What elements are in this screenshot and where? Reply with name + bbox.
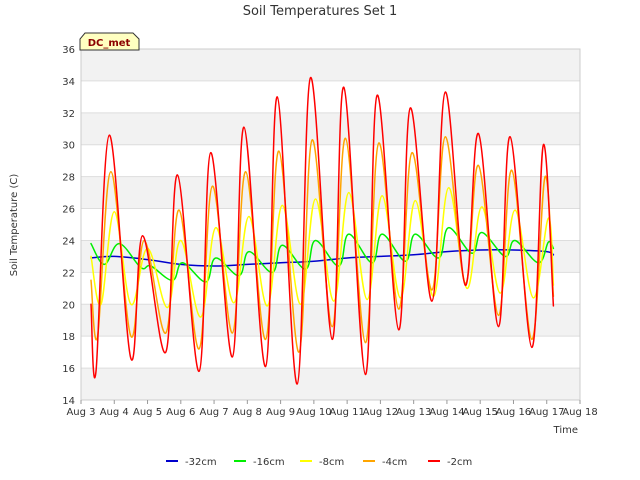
x-tick-label: Aug 17 xyxy=(529,407,564,418)
x-tick-label: Aug 9 xyxy=(266,407,295,418)
x-tick-label: Aug 14 xyxy=(429,407,464,418)
legend-label: -8cm xyxy=(319,457,344,468)
series-lines xyxy=(90,76,555,385)
y-tick-label: 18 xyxy=(62,332,75,343)
legend-label: -32cm xyxy=(185,457,217,468)
y-tick-label: 26 xyxy=(62,205,75,216)
x-tick-label: Aug 13 xyxy=(396,407,431,418)
legend-item: -16cm xyxy=(234,457,285,468)
x-axis-label: Time xyxy=(553,425,578,436)
x-tick-label: Aug 3 xyxy=(66,407,95,418)
grid-band xyxy=(81,240,580,273)
x-axis-ticks: Aug 3 Aug 4 Aug 5 Aug 6 Aug 7 Aug 8 Aug 9 Aug 1… xyxy=(66,400,598,418)
badge-shape xyxy=(79,32,140,51)
legend-item: -2cm xyxy=(428,457,472,468)
legend: -32cm -16cm -8cm -4cm -2cm xyxy=(166,457,472,468)
x-tick-label: Aug 7 xyxy=(200,407,229,418)
legend-item: -32cm xyxy=(166,457,217,468)
plot-background-bands xyxy=(81,49,580,400)
plot-frame xyxy=(80,48,581,401)
badge-label: DC_met xyxy=(88,38,131,49)
x-tick-label: Aug 16 xyxy=(496,407,531,418)
grid-band xyxy=(81,112,580,145)
dc-met-badge: DC_met xyxy=(79,32,140,51)
x-tick-label: Aug 11 xyxy=(329,407,364,418)
x-tick-label: Aug 10 xyxy=(296,407,331,418)
y-tick-label: 22 xyxy=(62,268,75,279)
y-tick-label: 14 xyxy=(62,396,75,407)
y-axis-ticks: 14 16 18 20 22 24 26 28 30 32 34 36 xyxy=(62,45,75,407)
grid-band xyxy=(81,336,580,369)
grid-band xyxy=(81,368,580,400)
y-tick-label: 30 xyxy=(62,141,75,152)
legend-label: -2cm xyxy=(447,457,472,468)
grid-band xyxy=(81,144,580,177)
y-tick-label: 20 xyxy=(62,300,75,311)
x-tick-label: Aug 15 xyxy=(462,407,497,418)
series-line-8cm xyxy=(90,187,555,318)
y-tick-label: 36 xyxy=(62,45,75,56)
x-tick-label: Aug 5 xyxy=(133,407,162,418)
y-axis-label: Soil Temperature (C) xyxy=(9,174,20,277)
y-tick-label: 24 xyxy=(62,236,75,247)
grid-band xyxy=(81,176,580,209)
grid-band xyxy=(81,272,580,305)
y-tick-label: 28 xyxy=(62,173,75,184)
x-tick-label: Aug 6 xyxy=(166,407,195,418)
y-tick-label: 16 xyxy=(62,364,75,375)
x-tick-label: Aug 12 xyxy=(363,407,398,418)
y-tick-label: 32 xyxy=(62,109,75,120)
y-tick-label: 34 xyxy=(62,77,75,88)
legend-label: -4cm xyxy=(382,457,407,468)
legend-label: -16cm xyxy=(253,457,285,468)
x-tick-label: Aug 8 xyxy=(233,407,262,418)
grid-band xyxy=(81,80,580,113)
x-tick-label: Aug 18 xyxy=(562,407,597,418)
chart-title: Soil Temperatures Set 1 xyxy=(243,4,398,19)
grid-band xyxy=(81,49,580,81)
legend-item: -4cm xyxy=(363,457,407,468)
series-line-2cm xyxy=(90,76,555,385)
grid-band xyxy=(81,208,580,241)
x-tick-label: Aug 4 xyxy=(100,407,129,418)
legend-item: -8cm xyxy=(300,457,344,468)
